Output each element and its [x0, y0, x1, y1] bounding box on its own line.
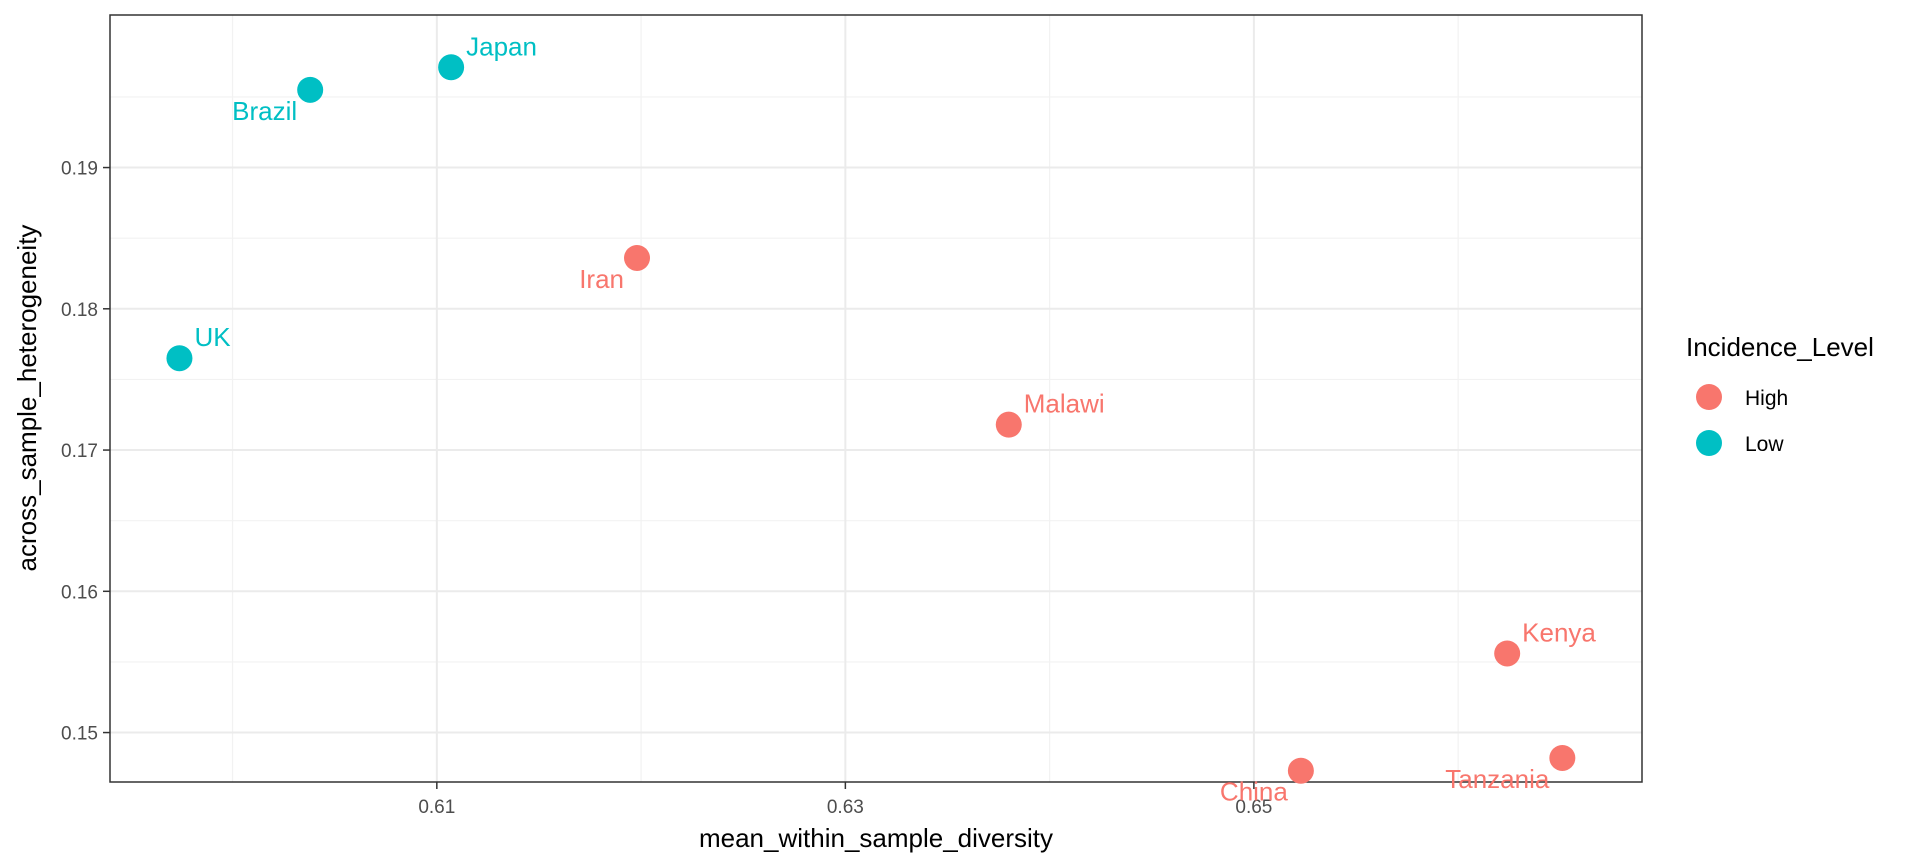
x-tick-label: 0.65 [1235, 797, 1272, 818]
legend-key-high [1696, 384, 1722, 410]
x-axis: 0.61 0.63 0.65 [418, 782, 1272, 818]
data-points [166, 54, 1576, 784]
y-tick-label: 0.16 [61, 582, 98, 603]
plot-border [109, 14, 1643, 783]
point-kenya [1494, 640, 1521, 667]
point-china [1287, 757, 1314, 784]
point-label-malawi: Malawi [1024, 389, 1105, 419]
x-tick-label: 0.61 [418, 797, 455, 818]
legend: Incidence_Level High Low [1686, 332, 1874, 456]
point-labels: Japan Brazil UK Iran Malawi Kenya China Tanzani… [194, 31, 1596, 806]
point-uk [166, 345, 193, 372]
grid-lines [110, 15, 1642, 782]
point-japan [438, 54, 465, 81]
point-malawi [995, 411, 1022, 438]
point-iran [624, 244, 651, 271]
x-axis-title: mean_within_sample_diversity [699, 823, 1053, 853]
point-brazil [297, 76, 324, 103]
point-label-iran: Iran [579, 264, 624, 294]
y-tick-label: 0.18 [61, 300, 98, 321]
y-axis: 0.15 0.16 0.17 0.18 0.19 [61, 159, 110, 745]
legend-label-high: High [1745, 387, 1788, 410]
y-tick-label: 0.19 [61, 159, 98, 180]
legend-title: Incidence_Level [1686, 332, 1874, 362]
point-tanzania [1549, 744, 1576, 771]
point-label-tanzania: Tanzania [1445, 764, 1550, 794]
x-tick-label: 0.63 [827, 797, 864, 818]
point-label-uk: UK [194, 322, 231, 352]
legend-label-low: Low [1745, 433, 1784, 456]
y-axis-title: across_sample_heterogeneity [12, 225, 42, 572]
plot-background [110, 15, 1642, 782]
legend-key-low [1696, 430, 1722, 456]
point-label-japan: Japan [466, 31, 537, 61]
point-label-kenya: Kenya [1522, 617, 1596, 647]
point-label-china: China [1220, 777, 1288, 807]
y-tick-label: 0.17 [61, 441, 98, 462]
y-tick-label: 0.15 [61, 724, 98, 745]
point-label-brazil: Brazil [232, 96, 297, 126]
